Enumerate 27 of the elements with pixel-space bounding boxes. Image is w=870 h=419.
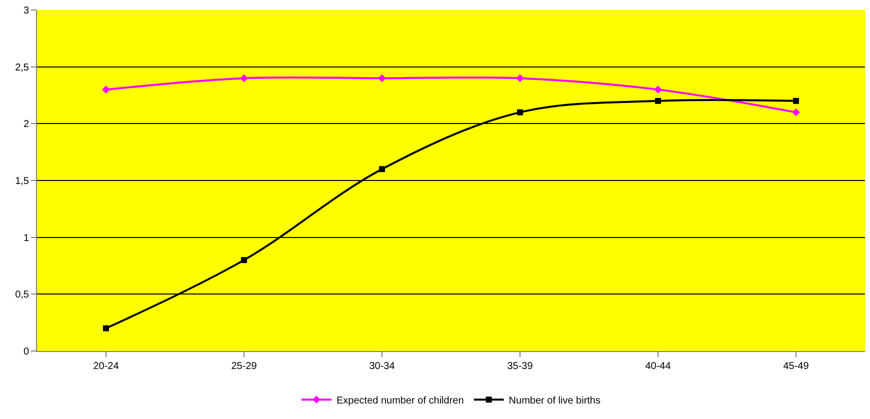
point [655, 98, 661, 104]
point [516, 74, 524, 82]
y-tick-label: 0,5 [15, 290, 30, 301]
point [103, 325, 109, 332]
x-tick-label: 40-44 [645, 361, 672, 372]
y-tick-label: 1,5 [15, 176, 30, 187]
point [240, 74, 248, 82]
y-tick-label: 2,5 [15, 62, 30, 74]
x-tick-label: 25-29 [231, 361, 258, 372]
x-tick-label: 30-34 [369, 361, 396, 372]
y-tick-label: 1 [23, 232, 30, 244]
point [793, 98, 799, 104]
y-tick-label: 0 [23, 346, 30, 358]
point [241, 257, 247, 264]
point [517, 109, 523, 116]
point [792, 108, 800, 116]
point [378, 74, 386, 82]
x-tick-label: 20-24 [93, 361, 120, 372]
y-tick-label: 2 [23, 119, 30, 130]
x-tick-label: 35-39 [507, 361, 534, 372]
y-tick-label: 3 [23, 6, 30, 16]
legend-label: Expected number of children [336, 396, 464, 406]
point [379, 166, 385, 172]
point [102, 86, 110, 94]
x-tick-label: 45-49 [783, 361, 810, 372]
point [654, 86, 662, 94]
legend-label: Number of live births [508, 396, 600, 406]
